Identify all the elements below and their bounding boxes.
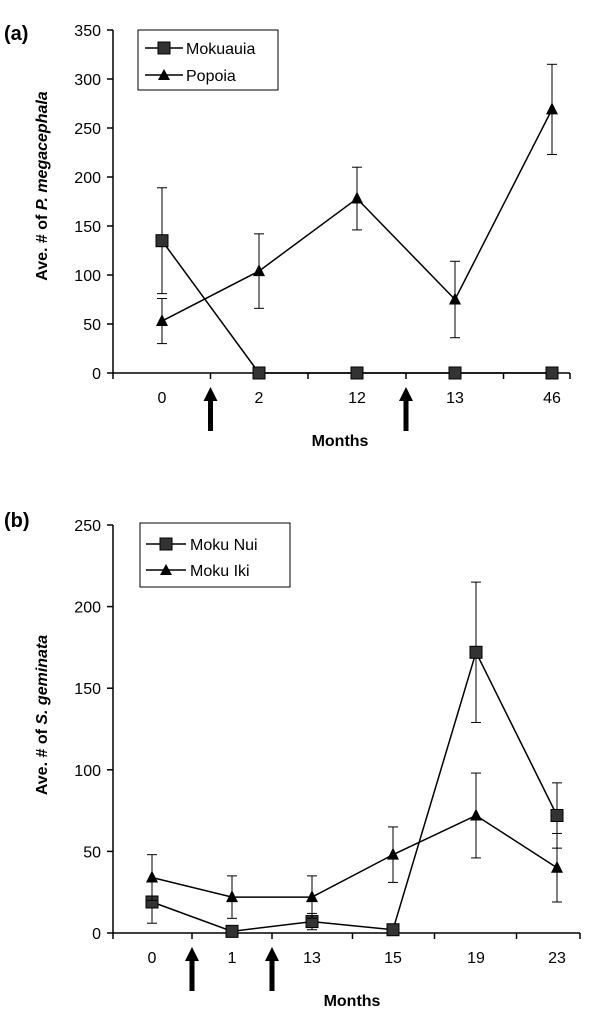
event-arrow-shaft <box>269 959 275 991</box>
y-tick-label: 150 <box>74 681 101 698</box>
data-point-triangle <box>146 870 158 883</box>
series-line <box>161 240 552 374</box>
data-point-square <box>550 808 564 822</box>
data-point-triangle <box>551 860 563 873</box>
event-arrow-head <box>203 387 218 401</box>
y-axis-title-a: Ave. # of P. megacephala <box>34 91 51 281</box>
legend-label-popoia: Popoia <box>186 68 236 85</box>
y-tick-label: 250 <box>74 121 101 138</box>
data-point-square <box>225 924 239 938</box>
data-point-square <box>545 366 559 380</box>
y-tick-label: 300 <box>74 72 101 89</box>
plot-area-b: 0 50 100 150 200 250 0 1 13 15 19 23 <box>74 518 581 991</box>
data-point-square <box>350 366 364 380</box>
data-point-square <box>252 366 266 380</box>
data-point-square <box>469 645 483 659</box>
y-tick-label: 350 <box>74 23 101 40</box>
x-tick-label: 15 <box>384 950 402 967</box>
data-point-triangle <box>156 314 168 327</box>
event-arrow-head <box>185 947 199 961</box>
y-tick-label: 0 <box>92 366 101 383</box>
y-tick-label: 100 <box>74 268 101 285</box>
legend-triangle-marker-a <box>158 69 170 80</box>
x-tick-label: 13 <box>446 390 464 407</box>
event-arrow-head <box>265 947 279 961</box>
data-point-square <box>386 923 400 937</box>
data-point-triangle <box>449 292 461 305</box>
y-tick-label: 250 <box>74 518 101 535</box>
data-point-square <box>155 234 169 248</box>
event-arrow-head <box>399 387 413 401</box>
legend-triangle-marker-b <box>160 564 172 575</box>
data-point-triangle <box>470 808 482 821</box>
series-mokuauia <box>155 187 559 380</box>
x-tick-label: 12 <box>348 390 366 407</box>
data-point-square <box>448 366 462 380</box>
legend-square-marker-b <box>159 537 173 551</box>
plot-area-a: 0 50 100 150 200 250 300 350 0 2 12 13 46 <box>74 23 571 431</box>
event-arrow-shaft <box>208 399 213 431</box>
x-axis-title-a: Months <box>312 433 369 450</box>
event-arrow <box>265 947 279 991</box>
event-arrow <box>203 387 218 431</box>
data-point-triangle <box>546 102 558 115</box>
legend-label-moku-nui: Moku Nui <box>190 537 258 554</box>
x-tick-label: 19 <box>467 950 485 967</box>
series-moku-iki <box>146 772 563 919</box>
series-moku-nui <box>145 581 564 938</box>
data-point-triangle <box>387 847 399 860</box>
x-tick-label: 0 <box>158 390 167 407</box>
event-arrow <box>185 947 199 991</box>
y-tick-label: 200 <box>74 170 101 187</box>
event-arrow-shaft <box>403 399 409 431</box>
y-tick-label: 200 <box>74 600 101 617</box>
legend-a: Mokuauia Popoia <box>137 29 279 91</box>
data-point-triangle <box>306 890 318 903</box>
legend-label-moku-iki: Moku Iki <box>190 563 250 580</box>
event-arrow-shaft <box>189 959 195 991</box>
chart-panel-b: (b) Ave. # of S. geminata Months Moku Nu… <box>4 510 581 1010</box>
y-tick-label: 150 <box>74 219 101 236</box>
y-tick-label: 50 <box>83 317 101 334</box>
series-line <box>151 814 558 898</box>
x-tick-label: 0 <box>148 950 157 967</box>
y-axis-title-b: Ave. # of S. geminata <box>34 635 51 795</box>
y-tick-label: 50 <box>83 844 101 861</box>
panel-label-b: (b) <box>4 510 30 532</box>
data-point-triangle <box>351 191 363 204</box>
panel-label-a: (a) <box>4 23 28 45</box>
y-tick-label: 0 <box>92 926 101 943</box>
legend-label-mokuauia: Mokuauia <box>186 41 255 58</box>
x-axis-title-b: Months <box>324 993 381 1010</box>
x-tick-label: 1 <box>228 950 237 967</box>
legend-b: Moku Nui Moku Iki <box>139 522 291 588</box>
y-tick-label: 100 <box>74 763 101 780</box>
legend-square-marker-a <box>157 41 171 55</box>
x-tick-label: 23 <box>548 950 566 967</box>
series-popoia <box>156 63 558 345</box>
event-arrow <box>399 387 413 431</box>
data-point-triangle <box>253 264 265 277</box>
x-tick-label: 46 <box>543 390 561 407</box>
series-line <box>151 650 558 933</box>
x-tick-label: 2 <box>255 390 264 407</box>
x-tick-label: 13 <box>303 950 321 967</box>
chart-panel-a: (a) Ave. # of P. megacephala Months Moku… <box>4 23 571 450</box>
data-point-triangle <box>226 890 238 903</box>
